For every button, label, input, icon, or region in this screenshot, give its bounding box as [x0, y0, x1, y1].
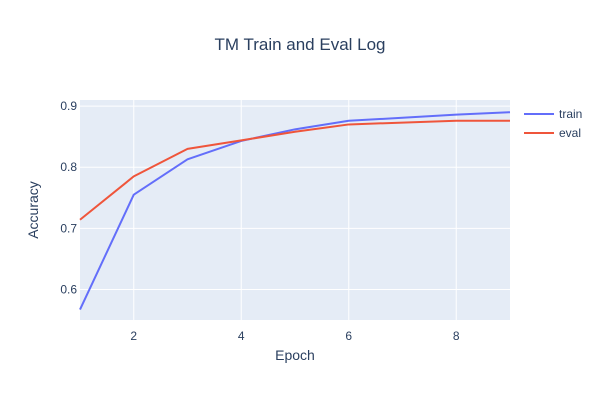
y-tick-label: 0.7 [60, 221, 77, 235]
y-tick-label: 0.6 [60, 282, 77, 296]
y-axis-label: Accuracy [25, 181, 41, 239]
chart-title: TM Train and Eval Log [214, 35, 385, 54]
legend[interactable]: train eval [524, 107, 582, 140]
x-tick-label: 6 [345, 329, 352, 343]
legend-label: eval [559, 126, 581, 140]
x-tick-label: 2 [130, 329, 137, 343]
legend-item-train[interactable]: train [524, 107, 582, 121]
series-line-train [79, 111, 511, 311]
x-tick-label: 8 [453, 329, 460, 343]
series-line-eval [79, 119, 510, 221]
x-tick-label: 4 [238, 329, 245, 343]
legend-label: train [559, 107, 582, 121]
plot-background [80, 100, 510, 320]
y-tick-label: 0.8 [60, 160, 77, 174]
x-axis-label: Epoch [275, 347, 315, 363]
y-axis-ticks: 0.6 0.7 0.8 0.9 [60, 99, 77, 296]
series-lines [79, 111, 511, 311]
legend-item-eval[interactable]: eval [524, 126, 581, 140]
x-axis-ticks: 2 4 6 8 [130, 329, 460, 343]
y-tick-label: 0.9 [60, 99, 77, 113]
